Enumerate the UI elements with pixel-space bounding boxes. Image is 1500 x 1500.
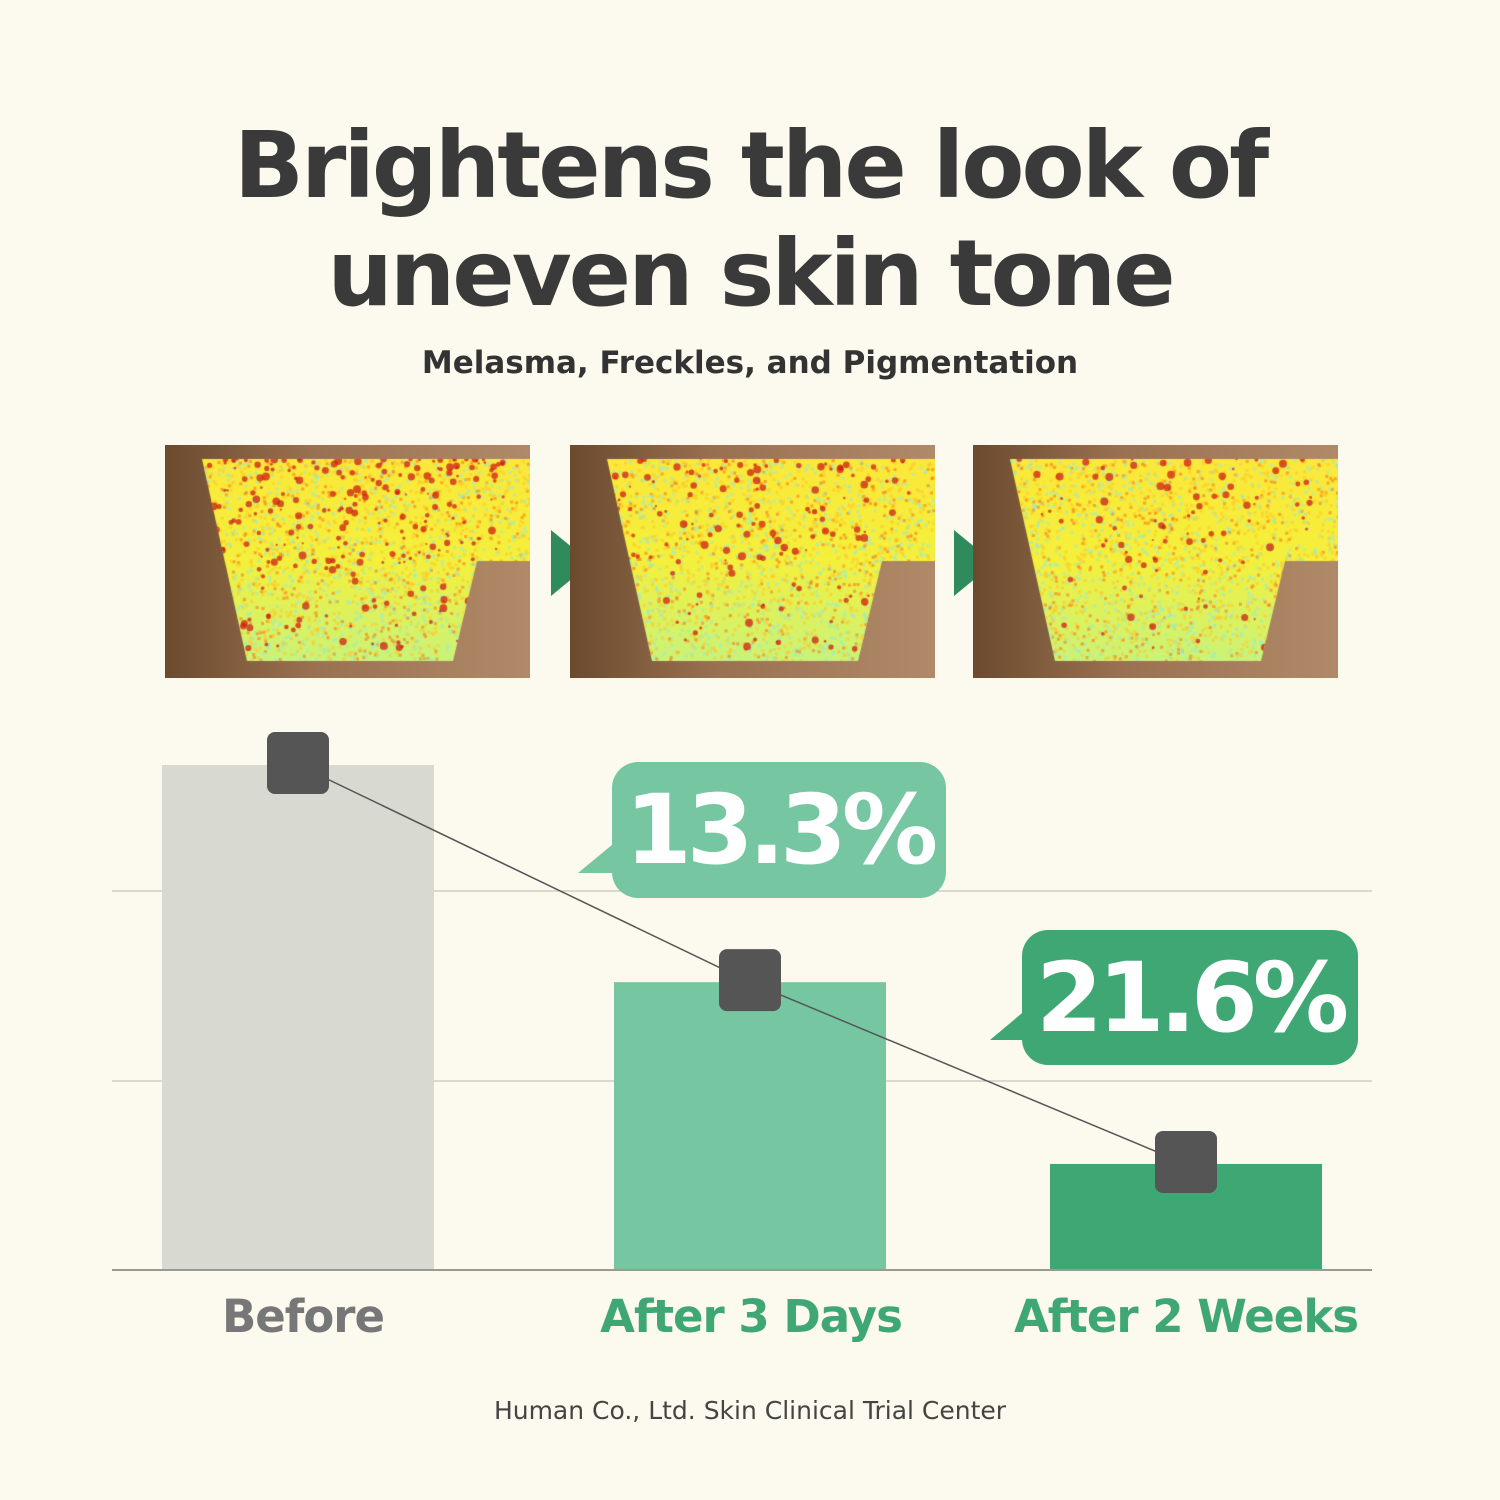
heatmap-3-days: [570, 445, 935, 678]
footer-source: Human Co., Ltd. Skin Clinical Trial Cent…: [493, 1396, 1007, 1425]
callout-3-days: 13.3%: [612, 762, 946, 898]
marker-0: [267, 732, 329, 794]
x-label-3-days: After 3 Days: [600, 1290, 903, 1343]
callout-2-weeks: 21.6%: [1022, 930, 1358, 1065]
after-3-days-photo: [570, 445, 935, 678]
marker-1: [719, 949, 781, 1012]
heatmap-before: [165, 445, 530, 678]
x-label-2-weeks: After 2 Weeks: [1013, 1290, 1359, 1343]
bar-1: [614, 982, 886, 1270]
x-label-before: Before: [221, 1290, 385, 1343]
heatmap-2-weeks: [973, 445, 1338, 678]
title-line-2: uneven skin tone: [327, 220, 1175, 327]
after-2-weeks-photo: [973, 445, 1338, 678]
marker-2: [1155, 1130, 1217, 1193]
title-line-1: Brightens the look of: [233, 112, 1269, 219]
page-title: Brightens the look of uneven skin tone: [0, 112, 1500, 328]
bar-0: [162, 765, 434, 1270]
subtitle: Melasma, Freckles, and Pigmentation: [421, 345, 1079, 381]
before-photo: [165, 445, 530, 678]
